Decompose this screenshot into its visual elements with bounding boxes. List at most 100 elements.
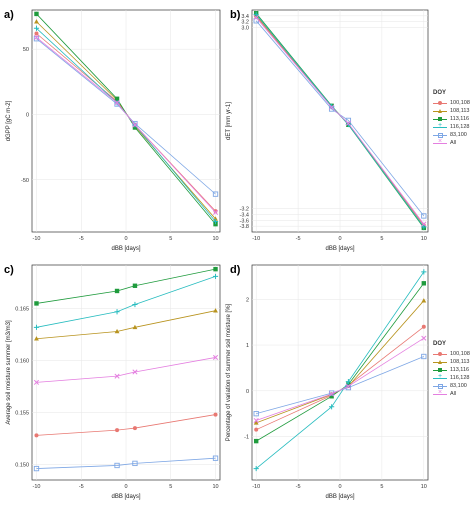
data-point [345, 117, 352, 124]
y-axis-title: Percentage of variation of summer soil m… [226, 303, 232, 441]
gridlines [252, 265, 428, 480]
data-point [114, 288, 120, 294]
series-116-128 [33, 273, 219, 330]
gridlines [252, 10, 428, 232]
x-tick-label: 10 [212, 484, 218, 490]
gridlines [32, 265, 220, 480]
series-83-100 [33, 455, 219, 472]
data-point [421, 224, 427, 230]
y-tick-label: 0 [246, 389, 249, 395]
legend-title: DOY [433, 341, 447, 347]
legend-label: All [450, 391, 457, 397]
panel-letter: a) [4, 9, 14, 21]
data-point [34, 31, 39, 36]
series-line [36, 13, 216, 225]
data-point [114, 101, 120, 107]
x-tick-label: -10 [32, 484, 40, 490]
y-tick-label: -3.4 [240, 212, 249, 218]
y-tick-label: 50 [23, 47, 29, 53]
data-point [132, 125, 138, 130]
y-tick-label: -3.8 [240, 224, 249, 230]
legend-entry: 83,100 [433, 131, 470, 139]
data-point [345, 379, 351, 385]
data-point [213, 308, 218, 313]
x-tick-label: -10 [252, 236, 260, 242]
legend-label: 113,116 [450, 116, 470, 122]
data-point [212, 191, 219, 197]
y-tick-label: 1 [246, 343, 249, 349]
y-tick-label: 0.150 [15, 462, 29, 468]
data-point [345, 120, 351, 126]
x-axis-title: dBB [days] [111, 494, 140, 500]
series-line [255, 17, 425, 225]
data-point [114, 96, 120, 101]
data-point [114, 328, 120, 334]
data-point [114, 100, 120, 106]
data-point [421, 324, 426, 329]
legend-swatch [433, 367, 447, 374]
data-point [421, 269, 427, 275]
y-axis-title: dGPP [gC m-2] [6, 100, 12, 141]
legend-swatch [433, 383, 447, 390]
panel-letter: b) [230, 9, 241, 21]
data-point [132, 283, 138, 288]
data-point [34, 19, 39, 24]
legend-entry: 108,113 [433, 358, 470, 366]
legend-entry: 100,108 [433, 99, 470, 107]
y-tick-label: -3.6 [240, 218, 249, 224]
series-All [33, 34, 219, 215]
x-tick-label: 5 [169, 484, 172, 490]
y-tick-label: 3.0 [241, 26, 249, 32]
data-point [253, 420, 259, 425]
x-axis-title: dBB [days] [111, 246, 140, 252]
x-tick-label: 0 [124, 484, 127, 490]
x-tick-label: 0 [338, 236, 341, 242]
legend-entry: × All [433, 389, 470, 398]
data-point [132, 120, 138, 127]
data-point [33, 379, 40, 385]
data-point [253, 11, 259, 17]
legend-entry: 113,116 [433, 366, 470, 374]
series-line [36, 357, 216, 383]
data-point [132, 324, 138, 330]
x-tick-label: 0 [338, 484, 341, 490]
legend-bottom: DOY 100,108 108,113 113,116 +116,128 83,100 ×… [433, 341, 470, 398]
chart-panel-b: -10 -5 0 5 10 3.43.23.0 -3.2-3.4-3.6-3.8 dBB [d… [226, 9, 429, 252]
data-point [253, 438, 259, 444]
y-tick-label: -1 [244, 435, 249, 441]
legend-entry: +116,128 [433, 373, 470, 382]
legend-swatch: + [433, 373, 447, 382]
legend-top: DOY 100,108 108,113 113,116 +116,128 83,100 ×… [433, 90, 470, 147]
legend-swatch: × [433, 138, 447, 147]
legend-swatch [433, 132, 447, 139]
legend-entry: +116,128 [433, 122, 470, 131]
x-tick-label: -5 [79, 484, 84, 490]
series-116-128 [253, 269, 427, 472]
series-line [255, 271, 425, 469]
legend-swatch [433, 100, 447, 107]
data-point [345, 383, 351, 389]
panel-letter: d) [230, 264, 241, 276]
legend-swatch [433, 351, 447, 358]
data-point [212, 218, 219, 225]
legend-label: 113,116 [450, 367, 470, 373]
y-tick-label: 3.2 [241, 20, 249, 26]
data-point [213, 221, 218, 227]
series-line [36, 276, 216, 328]
data-point [132, 426, 137, 431]
data-point [213, 266, 218, 272]
panel-letter: c) [4, 264, 14, 276]
data-point [114, 373, 120, 379]
data-point [34, 301, 39, 306]
data-point [212, 354, 219, 360]
x-tick-label: 0 [124, 236, 127, 242]
data-point [115, 428, 120, 433]
legend-swatch [433, 359, 447, 366]
data-point [421, 213, 427, 219]
legend-title: DOY [433, 90, 447, 96]
series-113-116 [34, 266, 218, 306]
data-point [212, 209, 219, 215]
data-point [33, 25, 40, 31]
